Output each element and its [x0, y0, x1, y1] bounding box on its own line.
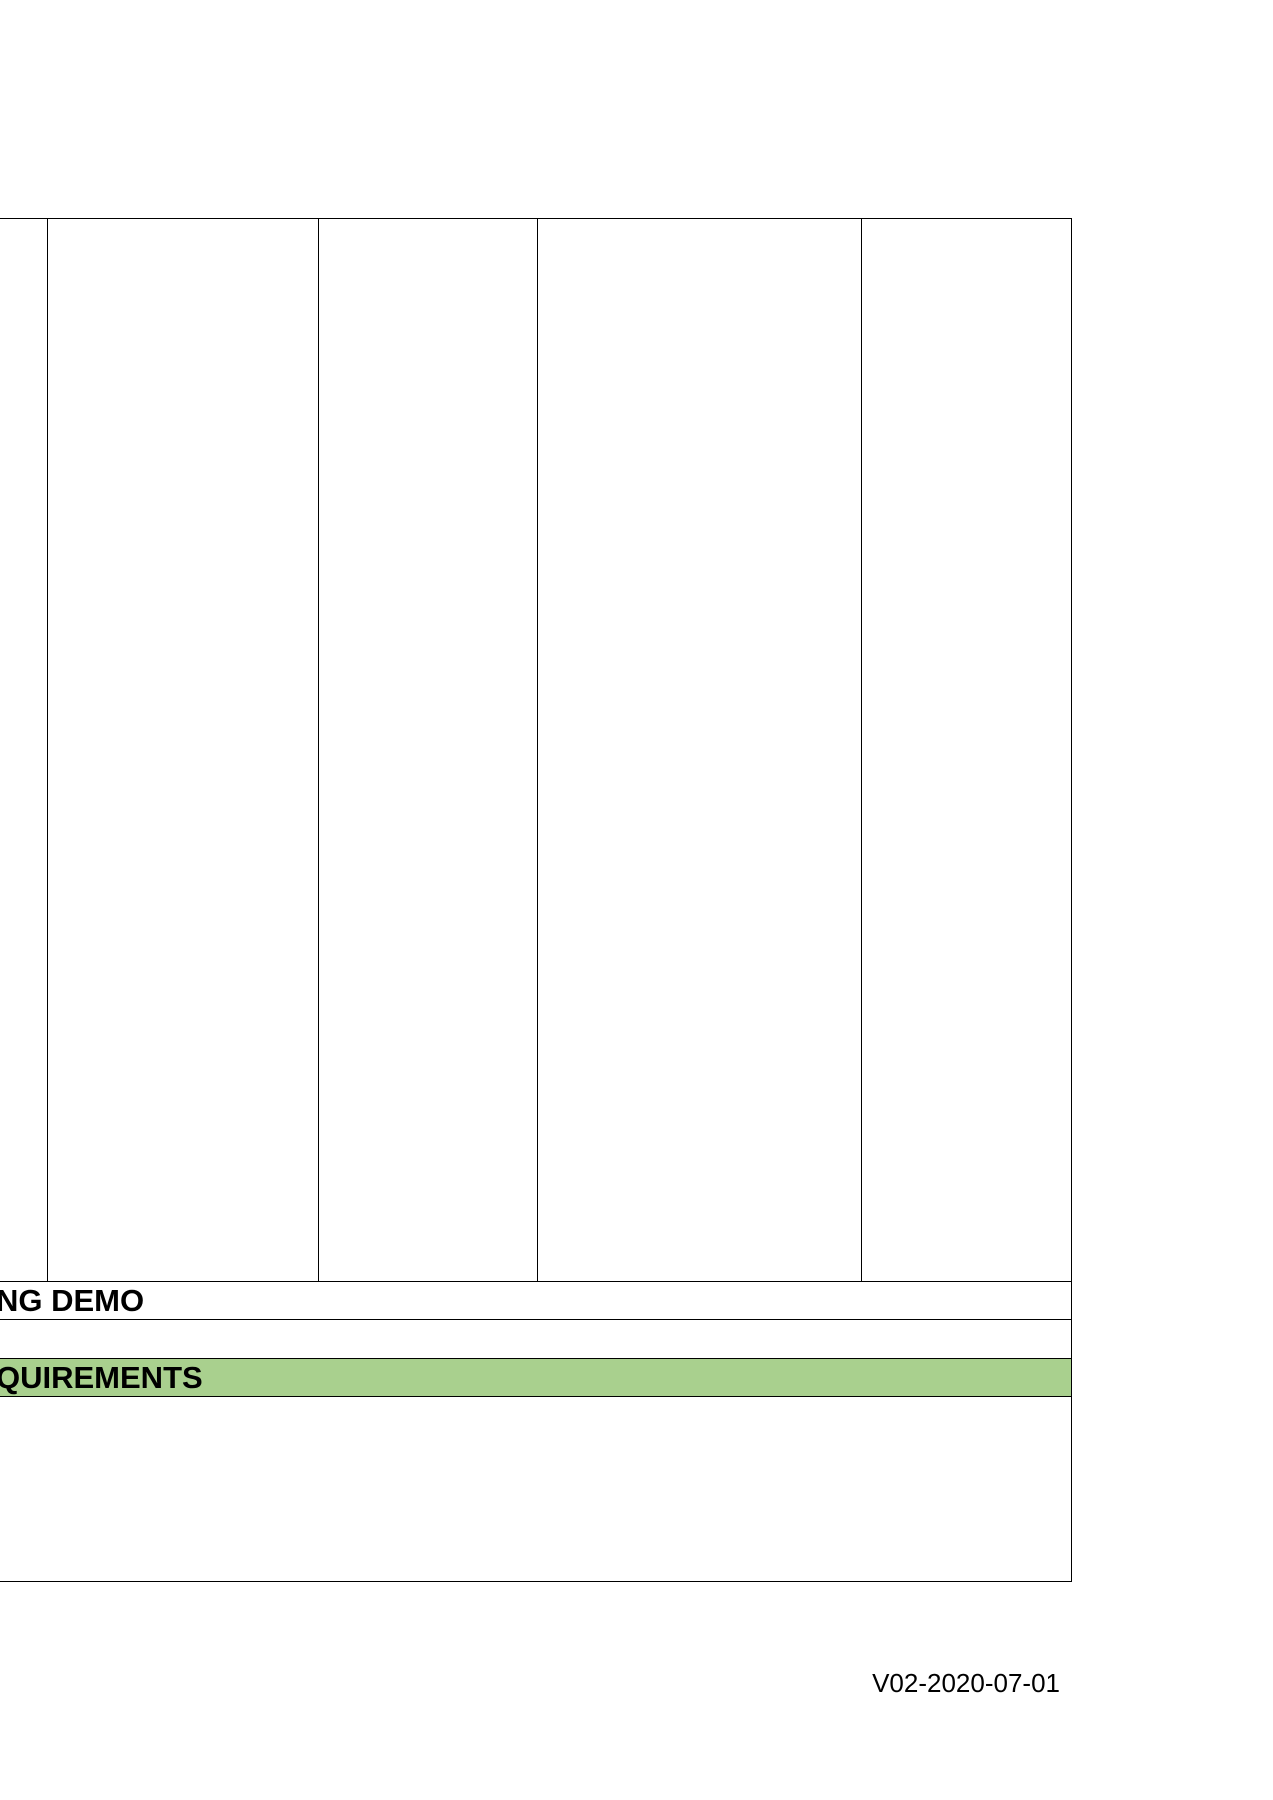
column-divider [861, 219, 862, 1282]
column-divider [537, 219, 538, 1282]
table-cell-col-5 [862, 219, 1070, 1282]
form-table: NG DEMO QUIREMENTS [0, 218, 1072, 1582]
table-cell-col-2 [48, 219, 318, 1282]
demo-entry-row [0, 1319, 1072, 1358]
column-divider [318, 219, 319, 1282]
demo-section-row: NG DEMO [0, 1281, 1072, 1319]
table-cell-col-4 [538, 219, 861, 1282]
requirements-entry-area [0, 1396, 1072, 1582]
version-label: V02-2020-07-01 [872, 1668, 1060, 1698]
table-cell-col-1 [0, 219, 47, 1282]
table-columns-area [0, 218, 1072, 1282]
column-divider [47, 219, 48, 1282]
table-cell-col-3 [319, 219, 537, 1282]
requirements-section-row: QUIREMENTS [0, 1358, 1072, 1396]
requirements-section-heading: QUIREMENTS [0, 1360, 203, 1395]
demo-section-heading: NG DEMO [0, 1283, 145, 1318]
